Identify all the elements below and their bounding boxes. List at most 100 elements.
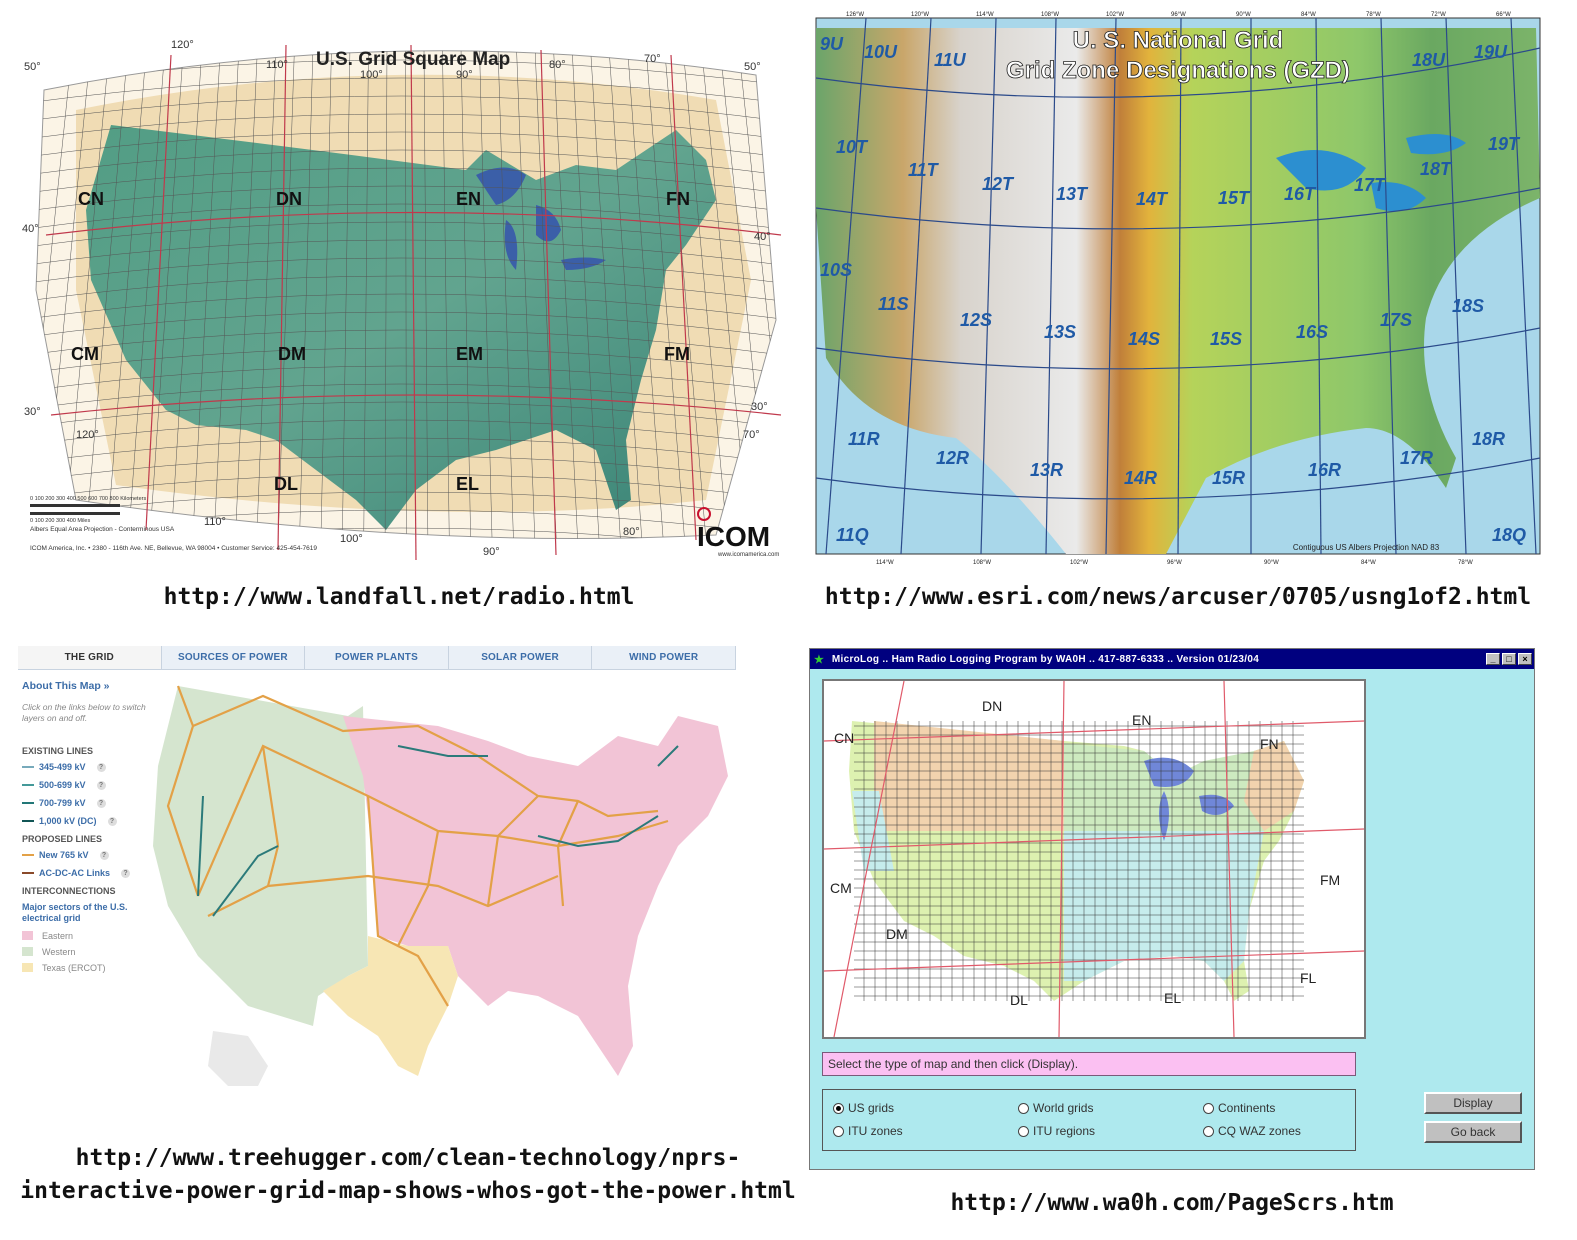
icom-logo-dot xyxy=(697,507,711,521)
caption-esri: http://www.esri.com/news/arcuser/0705/us… xyxy=(824,584,1532,610)
swatch xyxy=(22,931,33,941)
grid-meridian xyxy=(190,50,222,539)
tab-solar-power[interactable]: SOLAR POWER xyxy=(448,646,593,669)
grid-parallel xyxy=(36,491,776,518)
grid-parallel xyxy=(36,383,776,410)
grid-parallel xyxy=(36,221,776,248)
help-icon[interactable]: ? xyxy=(107,816,117,826)
go-back-button[interactable]: Go back xyxy=(1424,1121,1522,1143)
power-grid-panel: THE GRID SOURCES OF POWER POWER PLANTS S… xyxy=(18,646,736,1094)
gzd-footer: Contiguous US Albers Projection NAD 83 xyxy=(1293,543,1440,552)
ml-field-label: CN xyxy=(834,730,854,746)
grid-field-label: DN xyxy=(276,189,302,209)
grid-meridian xyxy=(319,50,333,539)
longitude-label: 80° xyxy=(623,526,640,538)
grid-meridian xyxy=(607,50,645,539)
display-button[interactable]: Display xyxy=(1424,1092,1522,1114)
longitude-label: 70° xyxy=(743,429,760,441)
gzd-zone-label: 12T xyxy=(982,174,1015,194)
grid-field-label: DM xyxy=(278,344,306,364)
projection-note: Albers Equal Area Projection - Contermin… xyxy=(30,526,175,533)
grid-square-map-panel: CN DN EN FN CM DM EM FM DL EL U.S. Grid Square Ma… xyxy=(16,30,782,575)
longitude-label: 90° xyxy=(483,546,500,558)
tab-the-grid[interactable]: THE GRID xyxy=(18,646,162,669)
layer-new-765[interactable]: New 765 kV? xyxy=(22,850,147,860)
gzd-meridian xyxy=(1315,17,1322,555)
help-icon[interactable]: ? xyxy=(121,868,130,878)
radio-dot xyxy=(833,1102,844,1114)
gzd-zone-label: 15T xyxy=(1218,188,1251,208)
caption-treehugger-line2: interactive-power-grid-map-shows-whos-go… xyxy=(20,1178,796,1205)
grid-field-label: EM xyxy=(456,344,483,364)
grid-parallel xyxy=(36,419,776,446)
layer-700-799[interactable]: 700-799 kV? xyxy=(22,798,147,808)
gzd-zone-label: 16S xyxy=(1296,322,1328,342)
ml-field-label: FM xyxy=(1320,872,1340,888)
radio-world-grids[interactable]: World grids xyxy=(1018,1101,1093,1115)
ml-field-label: CM xyxy=(830,880,852,896)
gzd-zone-label: 10U xyxy=(864,42,898,62)
layer-1000-dc[interactable]: 1,000 kV (DC)? xyxy=(22,816,147,826)
longitude-label: 80° xyxy=(549,59,566,71)
grid-meridian xyxy=(36,50,75,539)
line-icon xyxy=(22,766,34,769)
grid-parallel xyxy=(36,149,776,176)
help-icon[interactable]: ? xyxy=(96,762,106,772)
layer-345-499[interactable]: 345-499 kV? xyxy=(22,762,147,772)
top-longitude-tick: 108°W xyxy=(1041,12,1059,18)
interconnections-subheading[interactable]: Major sectors of the U.S. electrical gri… xyxy=(22,902,128,924)
icom-logo: ICOM xyxy=(697,521,770,552)
longitude-label: 90° xyxy=(456,69,473,81)
layer-ac-dc-ac[interactable]: AC-DC-AC Links? xyxy=(22,868,147,878)
national-grid-map: U. S. National Grid Grid Zone Designatio… xyxy=(815,12,1541,566)
grid-meridian xyxy=(147,50,185,539)
bottom-longitude-tick: 96°W xyxy=(1167,560,1182,566)
longitude-label: 70° xyxy=(644,53,661,65)
help-icon[interactable]: ? xyxy=(96,780,106,790)
radio-itu-zones[interactable]: ITU zones xyxy=(833,1124,903,1138)
gzd-meridian xyxy=(900,17,932,555)
grid-parallel xyxy=(36,275,776,302)
radio-continents[interactable]: Continents xyxy=(1203,1101,1275,1115)
minimize-button[interactable]: _ xyxy=(1486,653,1500,665)
grid-parallel xyxy=(36,455,776,482)
radio-itu-regions[interactable]: ITU regions xyxy=(1018,1124,1095,1138)
close-button[interactable]: × xyxy=(1518,653,1532,665)
scale-km: 0 100 200 300 400 500 600 700 800 Kilome… xyxy=(30,496,146,502)
grid-meridian xyxy=(478,50,494,539)
power-map-legend: About This Map » Click on the links belo… xyxy=(22,680,147,979)
grid-meridian xyxy=(363,50,369,539)
grid-meridian xyxy=(341,50,351,539)
top-longitude-tick: 72°W xyxy=(1431,12,1446,18)
layer-500-699[interactable]: 500-699 kV? xyxy=(22,780,147,790)
radio-cq-waz-zones[interactable]: CQ WAZ zones xyxy=(1203,1124,1301,1138)
grid-meridian xyxy=(662,50,710,539)
bottom-longitude-tick: 108°W xyxy=(973,560,991,566)
gzd-zone-label: 13T xyxy=(1056,184,1089,204)
window-title: MicroLog .. Ham Radio Logging Program by… xyxy=(831,653,1260,665)
grid-parallel xyxy=(36,239,776,266)
maximize-button[interactable]: □ xyxy=(1502,653,1516,665)
radio-us-grids[interactable]: US grids xyxy=(833,1101,894,1115)
about-this-map-link[interactable]: About This Map » xyxy=(22,680,110,692)
tab-wind-power[interactable]: WIND POWER xyxy=(592,646,736,669)
microlog-window: ★ MicroLog .. Ham Radio Logging Program … xyxy=(809,648,1535,1170)
window-titlebar[interactable]: ★ MicroLog .. Ham Radio Logging Program … xyxy=(810,649,1534,669)
tab-sources-of-power[interactable]: SOURCES OF POWER xyxy=(161,646,306,669)
status-prompt: Select the type of map and then click (D… xyxy=(822,1052,1356,1076)
grid-meridian xyxy=(515,50,537,539)
grid-meridian xyxy=(736,50,776,539)
line-icon xyxy=(22,854,34,857)
grid-field-label: CM xyxy=(71,344,99,364)
gzd-parallel xyxy=(815,327,1541,370)
longitude-label: 120° xyxy=(171,39,194,51)
radio-dot xyxy=(1018,1125,1029,1137)
legend-hint: Click on the links below to switch layer… xyxy=(22,702,146,724)
tab-power-plants[interactable]: POWER PLANTS xyxy=(305,646,449,669)
top-longitude-tick: 126°W xyxy=(846,12,864,18)
help-icon[interactable]: ? xyxy=(99,850,109,860)
help-icon[interactable]: ? xyxy=(96,798,106,808)
map-type-options: US grids World grids Continents ITU zone… xyxy=(822,1089,1356,1151)
grid-parallel xyxy=(36,401,776,428)
caption-wa0h: http://www.wa0h.com/PageScrs.htm xyxy=(950,1190,1394,1216)
